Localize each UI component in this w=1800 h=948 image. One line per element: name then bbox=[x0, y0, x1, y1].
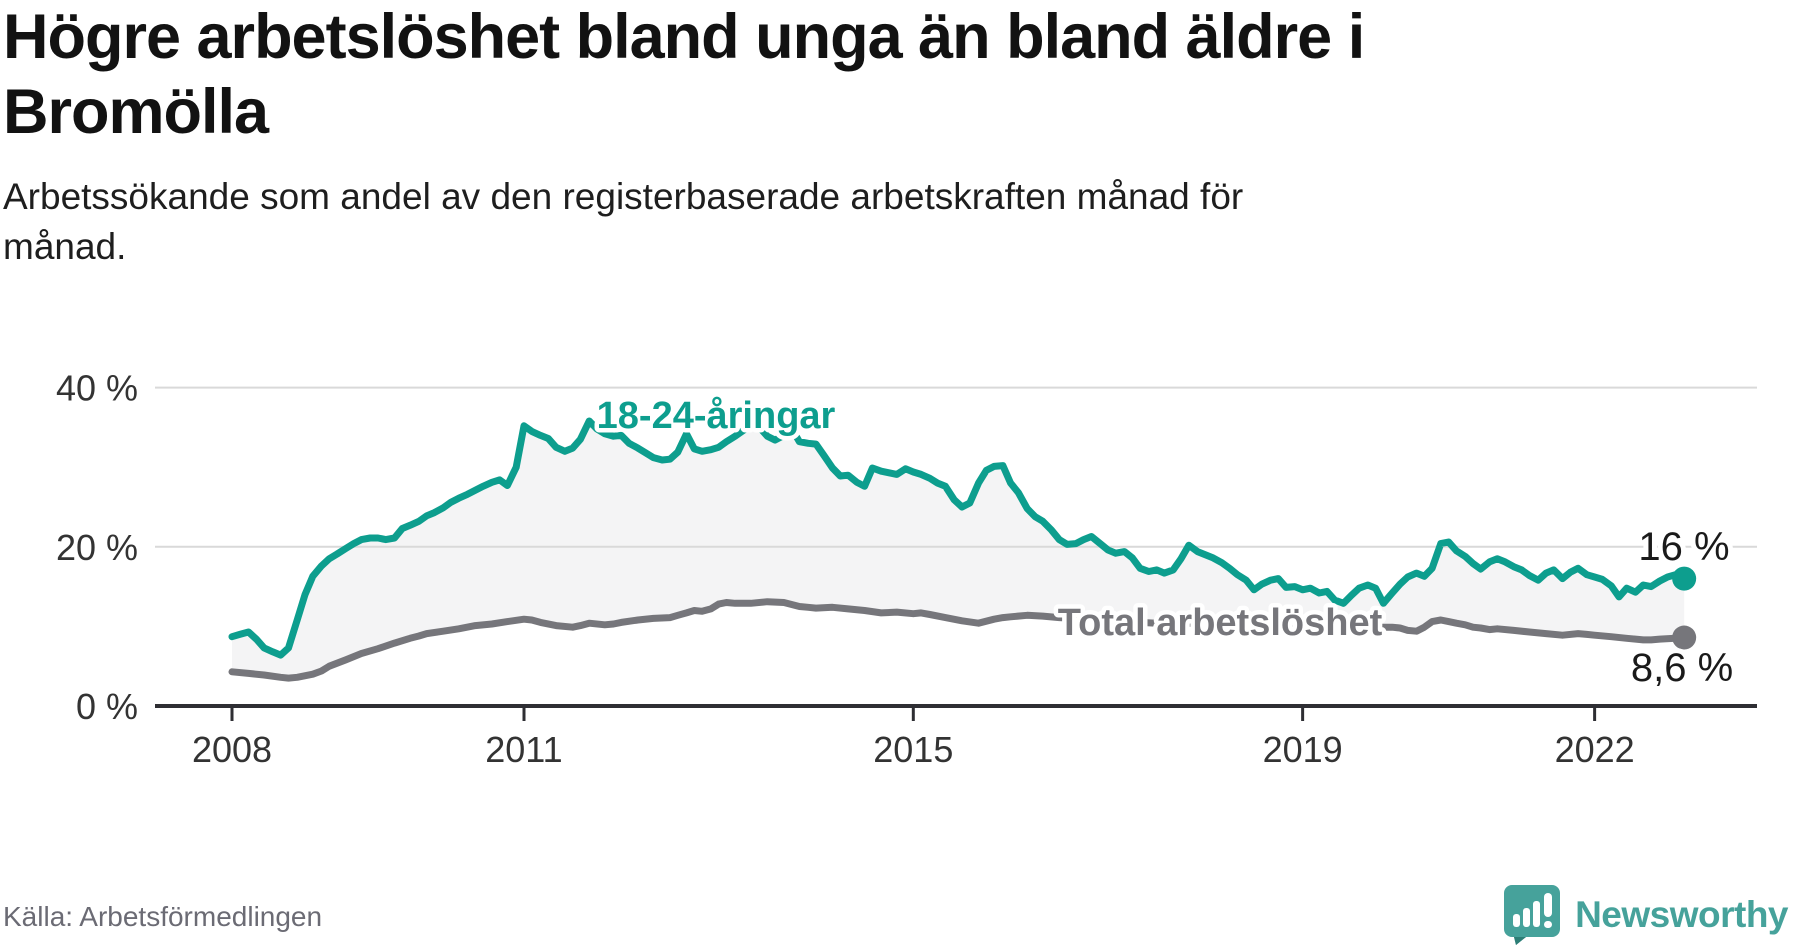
logo-bar-1 bbox=[1513, 914, 1521, 927]
newsworthy-logo-icon bbox=[1504, 885, 1561, 945]
logo-bubble bbox=[1504, 885, 1561, 945]
logo-exclamation-dot bbox=[1544, 921, 1553, 928]
logo-bar-2 bbox=[1523, 908, 1531, 927]
value-annotation-1: 8,6 % bbox=[1631, 646, 1733, 690]
logo-exclamation-bar bbox=[1544, 893, 1553, 917]
subtitle-line-2: månad. bbox=[3, 226, 127, 267]
y-tick-label-20: 20 % bbox=[56, 527, 138, 568]
logo-bar-3 bbox=[1533, 901, 1541, 927]
endpoint-dot-total bbox=[1672, 625, 1697, 650]
line-total bbox=[228, 598, 1688, 682]
chart-subtitle: Arbetssökande som andel av den registerb… bbox=[3, 172, 1743, 272]
brand-footer: Newsworthy bbox=[1503, 884, 1788, 946]
value-annotation-0: 16 % bbox=[1638, 525, 1729, 569]
source-note: Källa: Arbetsförmedlingen bbox=[3, 901, 323, 932]
y-tick-label-0: 0 % bbox=[76, 686, 138, 727]
brand-wordmark: Newsworthy bbox=[1575, 894, 1788, 935]
series-label-total: Total arbetslöshet bbox=[1058, 602, 1383, 644]
x-tick-label-2022: 2022 bbox=[1555, 729, 1635, 770]
x-tick-label-2019: 2019 bbox=[1263, 729, 1343, 770]
endpoint-dot-youth bbox=[1672, 566, 1697, 591]
title-line-1: Högre arbetslöshet bland unga än bland ä… bbox=[3, 2, 1365, 72]
x-tick-label-2015: 2015 bbox=[873, 729, 953, 770]
title-line-2: Bromölla bbox=[3, 77, 269, 147]
subtitle-line-1: Arbetssökande som andel av den registerb… bbox=[3, 176, 1244, 217]
x-tick-label-2011: 2011 bbox=[485, 729, 562, 770]
page-title: Högre arbetslöshet bland unga än bland ä… bbox=[3, 0, 1743, 150]
series-gap-fill bbox=[232, 421, 1685, 679]
y-tick-label-40: 40 % bbox=[56, 368, 138, 409]
line-youth bbox=[228, 417, 1688, 659]
x-tick-label-2008: 2008 bbox=[192, 729, 272, 770]
series-label-youth: 18-24-åringar bbox=[597, 395, 836, 437]
logo-bubble-fold bbox=[1514, 937, 1527, 945]
header: Högre arbetslöshet bland unga än bland ä… bbox=[3, 0, 1743, 272]
